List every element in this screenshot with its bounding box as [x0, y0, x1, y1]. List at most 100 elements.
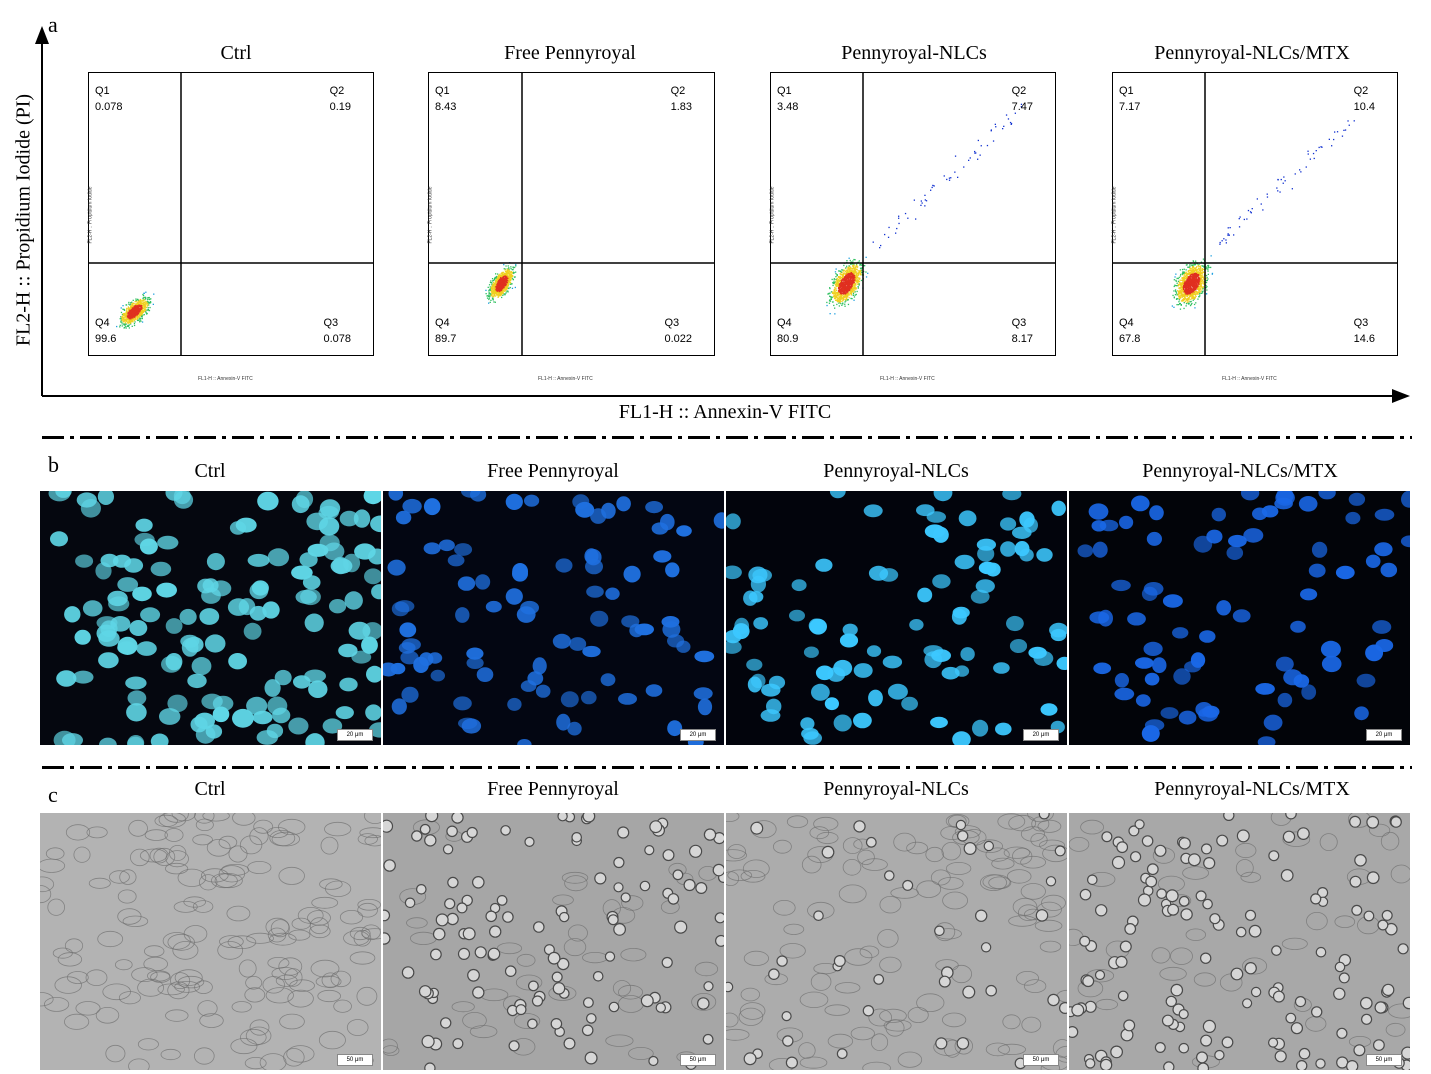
nucleus [1119, 515, 1134, 530]
event-dot [1186, 275, 1188, 277]
event-dot [913, 199, 915, 201]
event-dot [852, 268, 854, 270]
event-dot [1010, 122, 1013, 125]
nucleus [274, 669, 292, 686]
event-dot [498, 283, 500, 285]
nucleus [383, 662, 398, 677]
flat-cell [128, 819, 148, 837]
event-dot [491, 297, 494, 299]
event-dot [1191, 264, 1193, 266]
event-dot [859, 264, 861, 266]
event-dot [833, 278, 835, 280]
event-dot [127, 321, 129, 323]
event-dot [828, 302, 831, 304]
nucleus [97, 491, 114, 505]
event-dot [1189, 304, 1192, 307]
event-dot [847, 279, 849, 282]
event-dot [1177, 277, 1179, 280]
event-dot [507, 268, 509, 270]
event-dot [1260, 203, 1262, 205]
event-dot [1196, 275, 1199, 277]
event-dot [490, 287, 493, 290]
flat-cell [117, 889, 137, 904]
event-dot [860, 273, 862, 275]
event-dot [832, 301, 834, 303]
event-dot [509, 278, 511, 280]
event-dot [136, 309, 138, 311]
event-dot [1194, 273, 1196, 275]
event-dot [1176, 277, 1178, 279]
event-dot [1197, 288, 1199, 290]
flat-cell [143, 956, 168, 972]
event-dot [831, 278, 833, 281]
event-dot [1188, 282, 1190, 284]
event-dot [847, 283, 849, 285]
event-dot [1179, 303, 1181, 305]
event-dot [1177, 285, 1180, 287]
event-dot [1307, 153, 1309, 155]
event-dot [144, 308, 146, 310]
event-dot [509, 283, 511, 285]
event-dot [832, 292, 834, 294]
event-dot [1191, 297, 1193, 299]
nucleus [1146, 531, 1162, 546]
nucleus [676, 640, 691, 653]
nucleus [150, 733, 169, 745]
nucleus [1348, 492, 1366, 506]
event-dot [827, 293, 829, 295]
event-dot [503, 286, 505, 288]
event-dot [1192, 282, 1195, 284]
event-dot [498, 281, 500, 283]
event-dot [1189, 293, 1191, 295]
event-dot [1190, 294, 1192, 296]
event-dot [1184, 295, 1186, 297]
event-dot [1192, 297, 1195, 299]
event-dot [1175, 292, 1178, 294]
nucleus [1172, 627, 1189, 639]
event-dot [834, 286, 836, 289]
event-dot [1195, 271, 1198, 273]
event-dot [1002, 128, 1004, 130]
event-dot [844, 295, 846, 297]
event-dot [490, 293, 492, 295]
flat-cell [137, 1038, 159, 1051]
event-dot [833, 281, 835, 284]
nucleus [801, 727, 819, 740]
event-dot [833, 304, 835, 307]
event-dot [501, 290, 503, 292]
event-dot [1198, 296, 1200, 298]
nucleus [1152, 657, 1167, 674]
event-dot [1190, 291, 1193, 293]
nuclei-ctrl [48, 491, 381, 745]
event-dot [144, 309, 147, 311]
event-dot [143, 305, 146, 307]
event-dot [847, 277, 849, 279]
event-dot [1195, 275, 1197, 277]
event-dot [132, 321, 134, 323]
event-dot [1182, 282, 1185, 284]
event-dot [977, 139, 979, 142]
q3-label: Q3 14.6 [1353, 317, 1375, 345]
event-dot [1181, 273, 1184, 275]
nucleus [427, 652, 443, 664]
event-dot [846, 290, 848, 292]
nucleus [901, 696, 918, 711]
event-dot [126, 320, 128, 322]
event-dot [134, 301, 136, 303]
event-dot [836, 300, 838, 302]
event-dot [840, 280, 842, 283]
event-dot [1192, 280, 1194, 283]
event-dot [132, 299, 134, 301]
event-dot [1177, 304, 1179, 306]
event-dot [143, 305, 145, 308]
flat-cell [97, 930, 124, 948]
event-dot [501, 274, 504, 276]
scalebar: 20 μm [680, 729, 716, 741]
event-dot [126, 319, 128, 321]
nucleus [975, 579, 995, 593]
event-dot [842, 285, 844, 288]
event-dot [854, 283, 856, 285]
event-dot [1201, 265, 1203, 267]
event-dot [1219, 241, 1221, 244]
event-dot [147, 303, 149, 305]
